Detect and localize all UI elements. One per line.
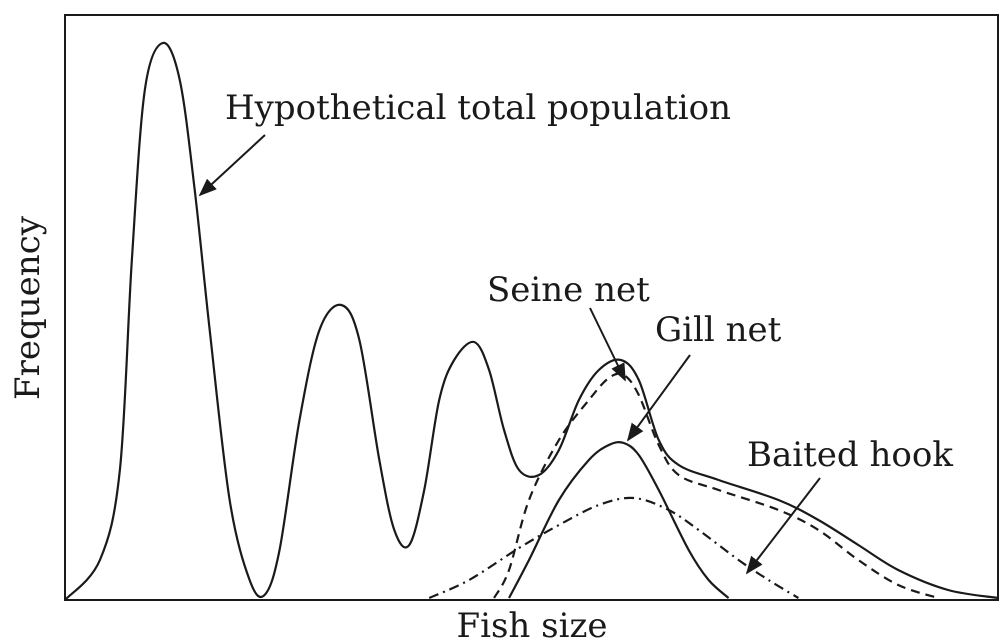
arrow xyxy=(745,477,821,575)
x-axis-label: Fish size xyxy=(457,606,608,643)
line-series xyxy=(64,41,999,601)
y-axis-label: Frequency xyxy=(8,215,48,400)
plot-frame xyxy=(64,14,999,601)
annotation: Gill net xyxy=(655,310,782,350)
line-series xyxy=(428,496,799,600)
line-series xyxy=(508,441,730,599)
annotation: Hypothetical total population xyxy=(225,88,731,128)
arrow xyxy=(589,307,626,382)
annotation: Baited hook xyxy=(747,435,953,475)
arrow xyxy=(198,134,266,197)
annotation: Seine net xyxy=(487,270,650,310)
arrow xyxy=(626,354,691,442)
line-series xyxy=(493,372,939,600)
